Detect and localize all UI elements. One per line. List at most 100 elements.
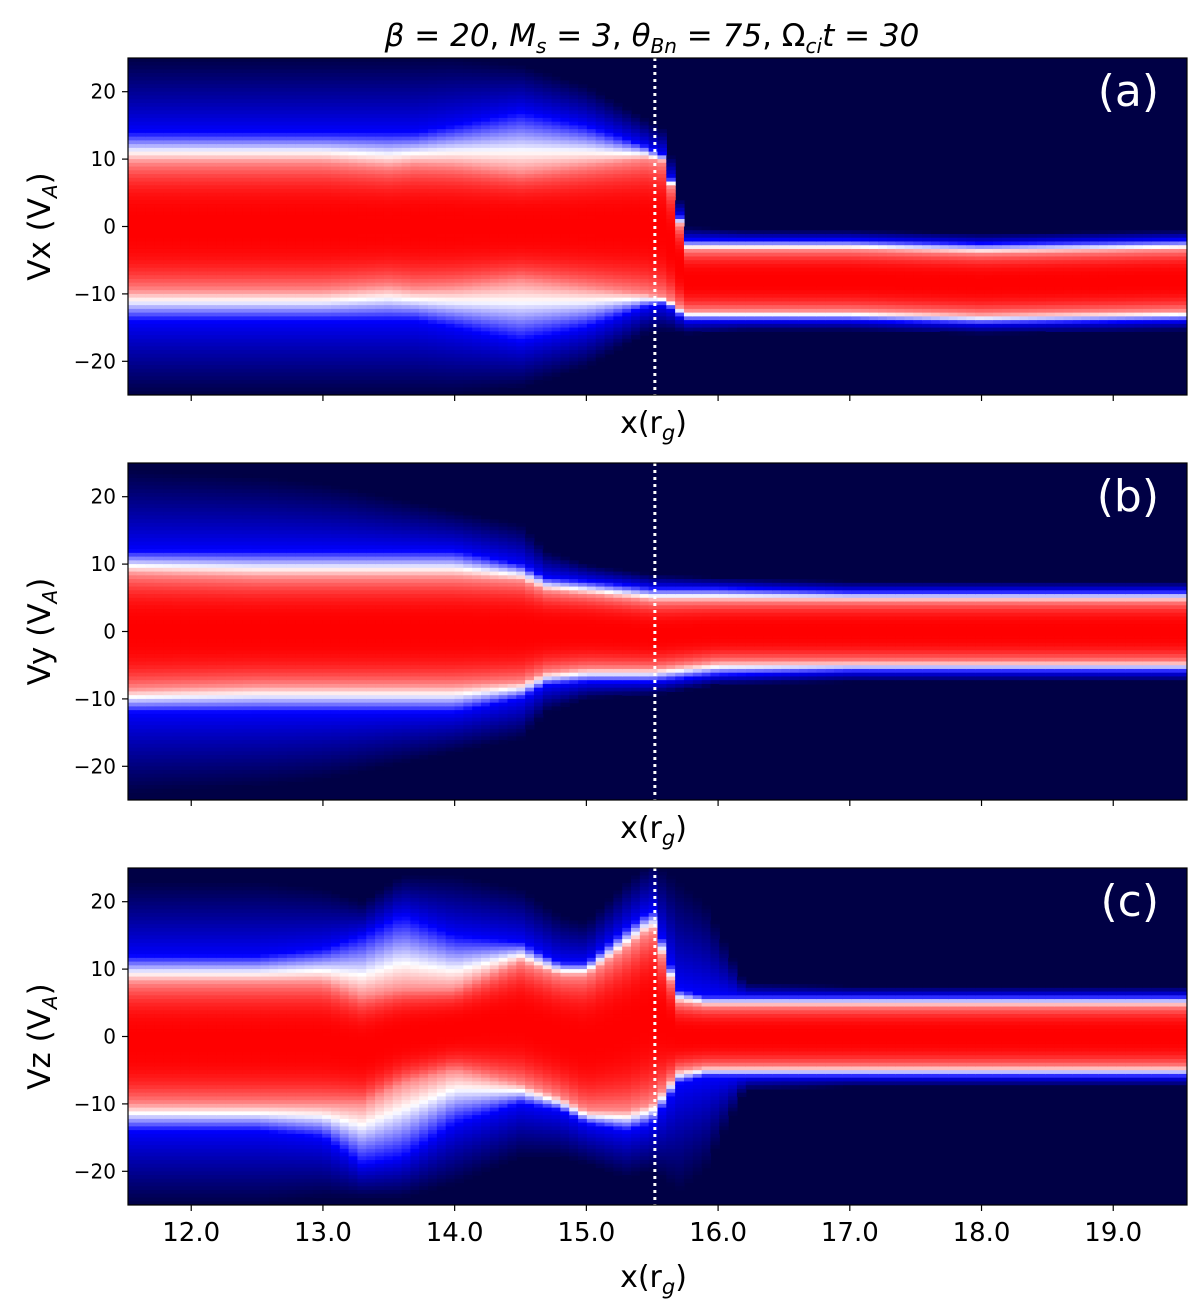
panel-a-cell bbox=[578, 353, 588, 359]
panel-a-cell bbox=[498, 226, 509, 231]
panel-a-cell bbox=[260, 293, 270, 299]
panel-a-cell bbox=[233, 162, 244, 168]
panel-a-cell bbox=[322, 189, 332, 194]
panel-a-cell bbox=[216, 189, 226, 194]
panel-a-cell bbox=[233, 76, 244, 82]
panel-a-cell bbox=[595, 204, 606, 209]
panel-a-cell bbox=[251, 155, 261, 160]
panel-a-cell bbox=[348, 204, 359, 209]
panel-a-cell bbox=[304, 260, 314, 265]
panel-a-cell bbox=[233, 241, 244, 246]
panel-a-cell bbox=[225, 226, 235, 231]
panel-a-cell bbox=[375, 99, 385, 104]
panel-a-cell bbox=[180, 174, 191, 179]
panel-a-cell bbox=[278, 189, 288, 194]
panel-a-cell bbox=[498, 237, 509, 243]
panel-a-cell bbox=[357, 121, 367, 126]
panel-a-column bbox=[260, 58, 270, 395]
panel-a-cell bbox=[375, 308, 385, 314]
panel-a-cell bbox=[489, 140, 500, 145]
panel-a-cell bbox=[472, 353, 482, 359]
panel-a-cell bbox=[498, 129, 509, 134]
panel-a-cell bbox=[507, 222, 517, 228]
panel-a-cell bbox=[260, 114, 270, 119]
panel-a-cell bbox=[551, 125, 562, 130]
panel-a-cell bbox=[551, 305, 562, 310]
panel-a-cell bbox=[613, 316, 623, 321]
panel-a-cell bbox=[613, 342, 623, 347]
panel-a-cell bbox=[586, 282, 597, 288]
panel-a-cell bbox=[586, 308, 597, 314]
panel-a-cell bbox=[578, 192, 588, 198]
panel-a-cell bbox=[154, 204, 164, 209]
panel-a-cell bbox=[339, 192, 350, 198]
panel-a-cell bbox=[348, 207, 359, 213]
panel-a-cell bbox=[498, 95, 509, 100]
panel-a-cell bbox=[128, 342, 138, 347]
panel-a-cell bbox=[304, 271, 314, 276]
panel-a-cell bbox=[339, 129, 350, 134]
panel-a-cell bbox=[569, 132, 579, 138]
panel-a-cell bbox=[551, 110, 562, 115]
panel-a-cell bbox=[383, 147, 394, 153]
panel-a-cell bbox=[286, 147, 297, 153]
panel-a-cell bbox=[180, 136, 191, 141]
panel-a-cell bbox=[330, 290, 341, 295]
panel-a-cell bbox=[498, 147, 509, 153]
panel-a-cell bbox=[269, 222, 279, 228]
panel-a-cell bbox=[525, 170, 535, 175]
panel-a-cell bbox=[304, 226, 314, 231]
panel-a-cell bbox=[595, 196, 606, 201]
panel-a-cell bbox=[419, 132, 429, 138]
panel-a-cell bbox=[410, 129, 420, 134]
panel-a-cell bbox=[472, 140, 482, 145]
panel-a-cell bbox=[436, 132, 447, 138]
panel-a-cell bbox=[595, 132, 606, 138]
panel-a-cell bbox=[357, 241, 367, 246]
panel-a-cell bbox=[445, 110, 456, 115]
panel-a-cell bbox=[366, 248, 376, 254]
panel-a-cell bbox=[578, 230, 588, 235]
panel-a-cell bbox=[286, 72, 297, 78]
panel-a-cell bbox=[401, 301, 411, 306]
panel-a-cell bbox=[533, 342, 544, 347]
panel-a-cell bbox=[233, 357, 244, 362]
panel-a-cell bbox=[428, 106, 438, 112]
panel-a-cell bbox=[507, 365, 517, 370]
panel-a-cell bbox=[198, 323, 209, 329]
panel-a-cell bbox=[525, 185, 535, 190]
panel-a-cell bbox=[216, 151, 226, 156]
panel-a-cell bbox=[357, 297, 367, 302]
panel-a-cell bbox=[357, 76, 367, 82]
panel-a-cell bbox=[383, 305, 394, 310]
panel-a-cell bbox=[339, 200, 350, 205]
panel-a-cell bbox=[339, 368, 350, 374]
panel-a-cell bbox=[322, 181, 332, 186]
panel-a-cell bbox=[242, 267, 253, 273]
panel-a-cell bbox=[481, 350, 491, 355]
panel-a-cell bbox=[463, 170, 473, 175]
panel-a-cell bbox=[348, 106, 359, 112]
panel-a-cell bbox=[392, 222, 403, 228]
panel-a-cell bbox=[260, 338, 270, 344]
panel-a-cell bbox=[604, 129, 614, 134]
panel-a-cell bbox=[348, 368, 359, 374]
panel-a-cell bbox=[145, 91, 156, 97]
panel-a-cell bbox=[207, 391, 217, 395]
panel-a-cell bbox=[242, 207, 253, 213]
panel-a-cell bbox=[278, 196, 288, 201]
panel-a-cell bbox=[189, 117, 200, 123]
panel-a-cell bbox=[595, 110, 606, 115]
panel-a-cell bbox=[198, 376, 209, 381]
panel-a-cell bbox=[560, 204, 570, 209]
panel-a-cell bbox=[622, 260, 632, 265]
panel-a-cell bbox=[128, 252, 138, 258]
panel-a-cell bbox=[233, 222, 244, 228]
panel-a-cell bbox=[472, 84, 482, 89]
panel-a-cell bbox=[304, 230, 314, 235]
panel-a-cell bbox=[128, 189, 138, 194]
panel-a-cell bbox=[366, 87, 376, 93]
panel-a-cell bbox=[233, 125, 244, 130]
panel-a-cell bbox=[330, 132, 341, 138]
panel-a-cell bbox=[225, 99, 235, 104]
